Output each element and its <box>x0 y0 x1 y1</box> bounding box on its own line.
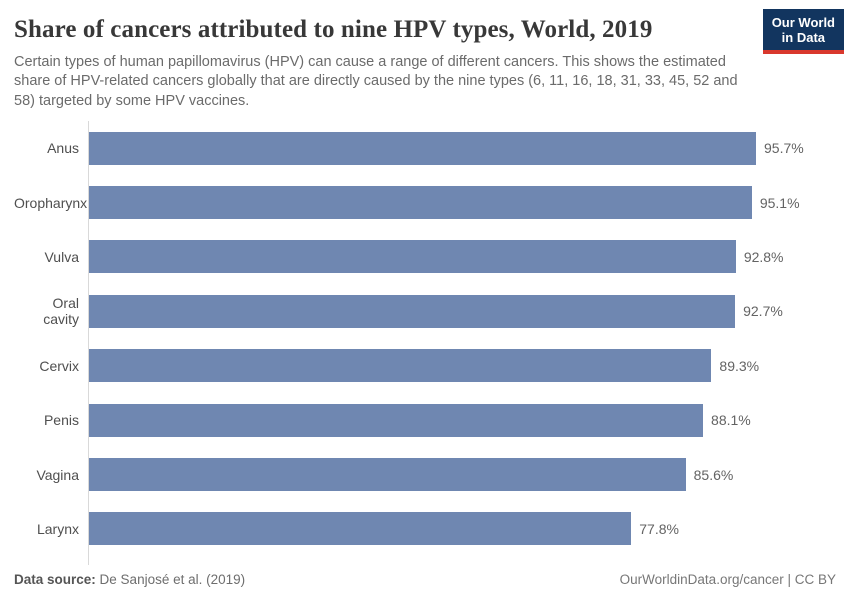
value-label: 89.3% <box>719 357 760 374</box>
bar[interactable] <box>89 131 757 165</box>
value-label: 92.8% <box>743 248 784 265</box>
bar[interactable] <box>89 294 736 328</box>
category-label: Penis <box>43 412 79 429</box>
bar-chart: Anus 95.7% Oropharynx 95.1% Vulva 92.8% Oral c… <box>14 121 850 566</box>
bar-row: Cervix 89.3% <box>14 338 850 393</box>
category-label: Larynx <box>36 520 79 537</box>
bar-area: 85.6% <box>88 447 786 502</box>
chart-footer: Data source: De Sanjosé et al. (2019) Ou… <box>14 572 836 587</box>
bar-row: Penis 88.1% <box>14 392 850 448</box>
bar-area: 89.3% <box>88 338 786 393</box>
owid-logo-line2: in Data <box>781 30 826 46</box>
owid-logo-line1: Our World <box>771 15 835 30</box>
bar[interactable] <box>89 403 704 437</box>
value-label: 85.6% <box>693 466 734 483</box>
bar[interactable] <box>89 349 712 383</box>
value-label: 77.8% <box>639 520 679 537</box>
category-label: Vulva <box>44 248 79 265</box>
value-label: 88.1% <box>711 412 751 429</box>
axis-extension <box>14 556 850 566</box>
bar-area: 92.7% <box>88 284 786 339</box>
chart-title: Share of cancers attributed to nine HPV … <box>14 16 653 43</box>
bar-row: Vagina 85.6% <box>14 447 850 502</box>
bar-area: 88.1% <box>88 392 786 448</box>
bar-row: Vulva 92.8% <box>14 229 850 285</box>
bar-area: 77.8% <box>88 501 786 557</box>
bar[interactable] <box>89 458 686 492</box>
bar-row: Larynx 77.8% <box>14 501 850 557</box>
bar[interactable] <box>89 240 736 274</box>
bar-chart-rows: Anus 95.7% Oropharynx 95.1% Vulva 92.8% Oral c… <box>14 121 850 566</box>
chart-subtitle: Certain types of human papillomavirus (H… <box>14 54 738 109</box>
bar-area: 95.1% <box>88 175 800 230</box>
bar-row: Oropharynx 95.1% <box>14 175 850 230</box>
chart-header: Share of cancers attributed to nine HPV … <box>0 0 850 111</box>
license-note: OurWorldinData.org/cancer | CC BY <box>619 572 836 587</box>
data-source-label: Data source: <box>14 572 96 587</box>
category-label: Anus <box>47 140 79 157</box>
category-label: Oropharynx <box>14 194 88 211</box>
y-axis-line <box>88 556 786 566</box>
category-label: Oral cavity <box>43 295 79 328</box>
value-label: 95.7% <box>764 140 804 157</box>
bar-row: Anus 95.7% <box>14 121 850 176</box>
category-label: Vagina <box>36 466 79 483</box>
bar-area: 95.7% <box>88 121 804 176</box>
value-label: 95.1% <box>759 194 800 211</box>
data-source: Data source: De Sanjosé et al. (2019) <box>14 572 245 587</box>
data-source-value: De Sanjosé et al. (2019) <box>99 572 246 587</box>
bar-area: 92.8% <box>88 229 786 285</box>
bar[interactable] <box>89 512 632 546</box>
bar-row: Oral cavity 92.7% <box>14 284 850 339</box>
owid-logo: Our World in Data <box>762 9 844 54</box>
bar[interactable] <box>89 186 752 220</box>
value-label: 92.7% <box>743 303 783 320</box>
category-label: Cervix <box>39 357 79 374</box>
